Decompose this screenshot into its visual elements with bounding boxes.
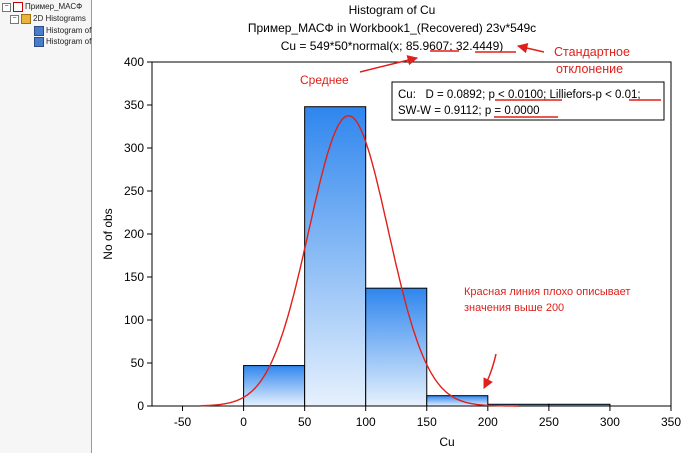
workbook-icon (13, 2, 23, 12)
chart-title: Histogram of Cu (349, 3, 436, 17)
normal-fit-curve (200, 114, 519, 407)
x-tick-label: 50 (298, 415, 312, 429)
histogram-bar (243, 365, 306, 407)
arrow-to-tail (483, 353, 497, 389)
y-tick-label: 300 (124, 141, 144, 155)
x-tick-label: 250 (539, 415, 559, 429)
histogram-bar (548, 403, 611, 407)
chart-subtitle: Пример_МАСФ in Workbook1_(Recovered) 23v… (248, 21, 536, 35)
stats-line-2: SW-W = 0.9112; p = 0.0000 (398, 105, 540, 117)
x-tick-label: 150 (417, 415, 437, 429)
y-axis-label: No of obs (101, 208, 115, 259)
stats-line-1: Cu: D = 0.0892; p < 0.0100; Lilliefors-p… (398, 89, 641, 101)
arrow-to-mean (359, 55, 419, 73)
x-tick-label: -50 (174, 415, 192, 429)
red-annotations: Среднее Стандартное отклонение Красная л… (300, 43, 661, 389)
annotation-note-line-2: значения выше 200 (464, 302, 564, 314)
workbook-tree-panel: − Пример_МАСФ −2D Histograms Histogram of… (0, 0, 92, 453)
y-tick-label: 200 (124, 227, 144, 241)
histogram-bar (365, 287, 428, 407)
x-tick-label: 0 (240, 415, 247, 429)
x-axis-label: Cu (439, 435, 454, 449)
folder-icon (21, 14, 31, 24)
y-tick-label: 100 (124, 313, 144, 327)
chart-window: Histogram of Cu Пример_МАСФ in Workbook1… (92, 0, 689, 453)
collapse-toggle-icon[interactable]: − (2, 2, 11, 12)
stats-box (391, 81, 665, 121)
tree-item-label: Histogram of (46, 37, 92, 47)
histogram-bar (304, 106, 367, 407)
annotation-mean: Среднее (300, 73, 349, 87)
y-tick-label: 150 (124, 270, 144, 284)
annotation-sd-line-1: Стандартное (554, 45, 630, 59)
y-tick-label: 400 (124, 55, 144, 69)
y-tick-label: 250 (124, 184, 144, 198)
x-tick-label: 300 (600, 415, 620, 429)
annotation-note-line-1: Красная линия плохо описывает (464, 286, 630, 298)
normal-fit-formula: Cu = 549*50*normal(x; 85.9607; 32.4449) (281, 39, 504, 53)
y-tick-label: 0 (137, 399, 144, 413)
annotation-sd-line-2: отклонение (556, 62, 623, 76)
tree-folder-label: 2D Histograms (33, 14, 86, 24)
tree-item-label: Histogram of (46, 26, 92, 36)
collapse-toggle-icon[interactable]: − (10, 14, 19, 24)
tree-item-histogram[interactable]: Histogram of (34, 37, 91, 47)
tree-folder-2d-histograms[interactable]: − 2D Histograms (10, 14, 86, 24)
histogram-chart: Histogram of Cu Пример_МАСФ in Workbook1… (101, 3, 681, 449)
tree-root-label: Пример_МАСФ (25, 2, 83, 12)
y-tick-label: 350 (124, 98, 144, 112)
histogram-bar (426, 395, 489, 407)
arrow-to-sd (516, 43, 545, 54)
tree-item-histogram[interactable]: Histogram of (34, 26, 91, 36)
graph-icon (34, 26, 44, 36)
y-tick-label: 50 (131, 356, 145, 370)
x-tick-label: 100 (356, 415, 376, 429)
graph-icon (34, 37, 44, 47)
tree-root[interactable]: − Пример_МАСФ (2, 2, 82, 12)
x-tick-label: 350 (661, 415, 681, 429)
x-tick-label: 200 (478, 415, 498, 429)
